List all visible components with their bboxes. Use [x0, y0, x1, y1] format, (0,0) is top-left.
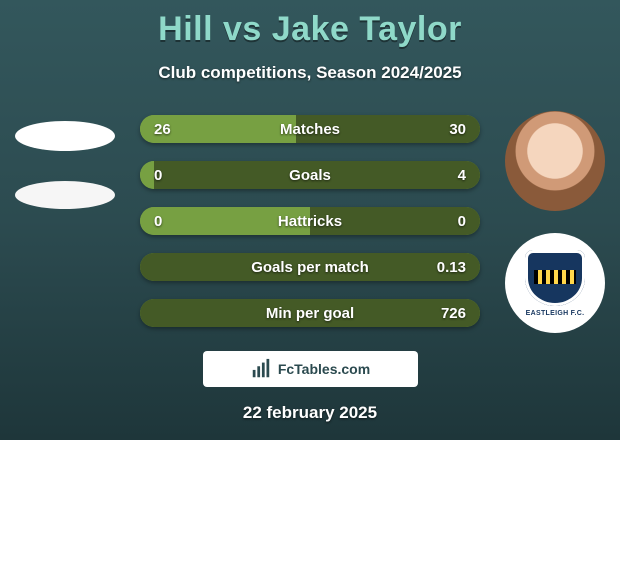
- left-player-avatar: [15, 121, 115, 151]
- stat-value-right: 0: [458, 213, 466, 230]
- face-icon: [505, 111, 605, 211]
- stat-value-right: 30: [449, 121, 466, 138]
- chart-icon: [250, 358, 272, 380]
- stat-label: Hattricks: [140, 213, 480, 230]
- subtitle: Club competitions, Season 2024/2025: [0, 63, 620, 83]
- stat-row: Min per goal726: [140, 299, 480, 327]
- content-row: 26Matches300Goals40Hattricks0Goals per m…: [0, 111, 620, 333]
- stat-row: 26Matches30: [140, 115, 480, 143]
- left-player-column: [10, 111, 120, 209]
- right-player-column: EASTLEIGH F.C.: [500, 111, 610, 333]
- stat-row: Goals per match0.13: [140, 253, 480, 281]
- comparison-card: Hill vs Jake Taylor Club competitions, S…: [0, 0, 620, 440]
- stat-value-right: 726: [441, 305, 466, 322]
- right-club-badge: EASTLEIGH F.C.: [505, 233, 605, 333]
- stat-label: Min per goal: [140, 305, 480, 322]
- club-crest-icon: [525, 250, 585, 306]
- stat-value-right: 4: [458, 167, 466, 184]
- right-player-avatar: [505, 111, 605, 211]
- logo-text: FcTables.com: [278, 361, 370, 377]
- source-logo[interactable]: FcTables.com: [203, 351, 418, 387]
- stat-value-right: 0.13: [437, 259, 466, 276]
- club-name: EASTLEIGH F.C.: [526, 310, 585, 317]
- crest-checker-icon: [534, 270, 576, 284]
- stat-row: 0Hattricks0: [140, 207, 480, 235]
- stat-label: Goals per match: [140, 259, 480, 276]
- stat-label: Matches: [140, 121, 480, 138]
- stat-label: Goals: [140, 167, 480, 184]
- stat-row: 0Goals4: [140, 161, 480, 189]
- stat-bars: 26Matches300Goals40Hattricks0Goals per m…: [140, 115, 480, 327]
- date-text: 22 february 2025: [0, 403, 620, 423]
- page-title: Hill vs Jake Taylor: [0, 0, 620, 49]
- left-club-badge: [15, 181, 115, 209]
